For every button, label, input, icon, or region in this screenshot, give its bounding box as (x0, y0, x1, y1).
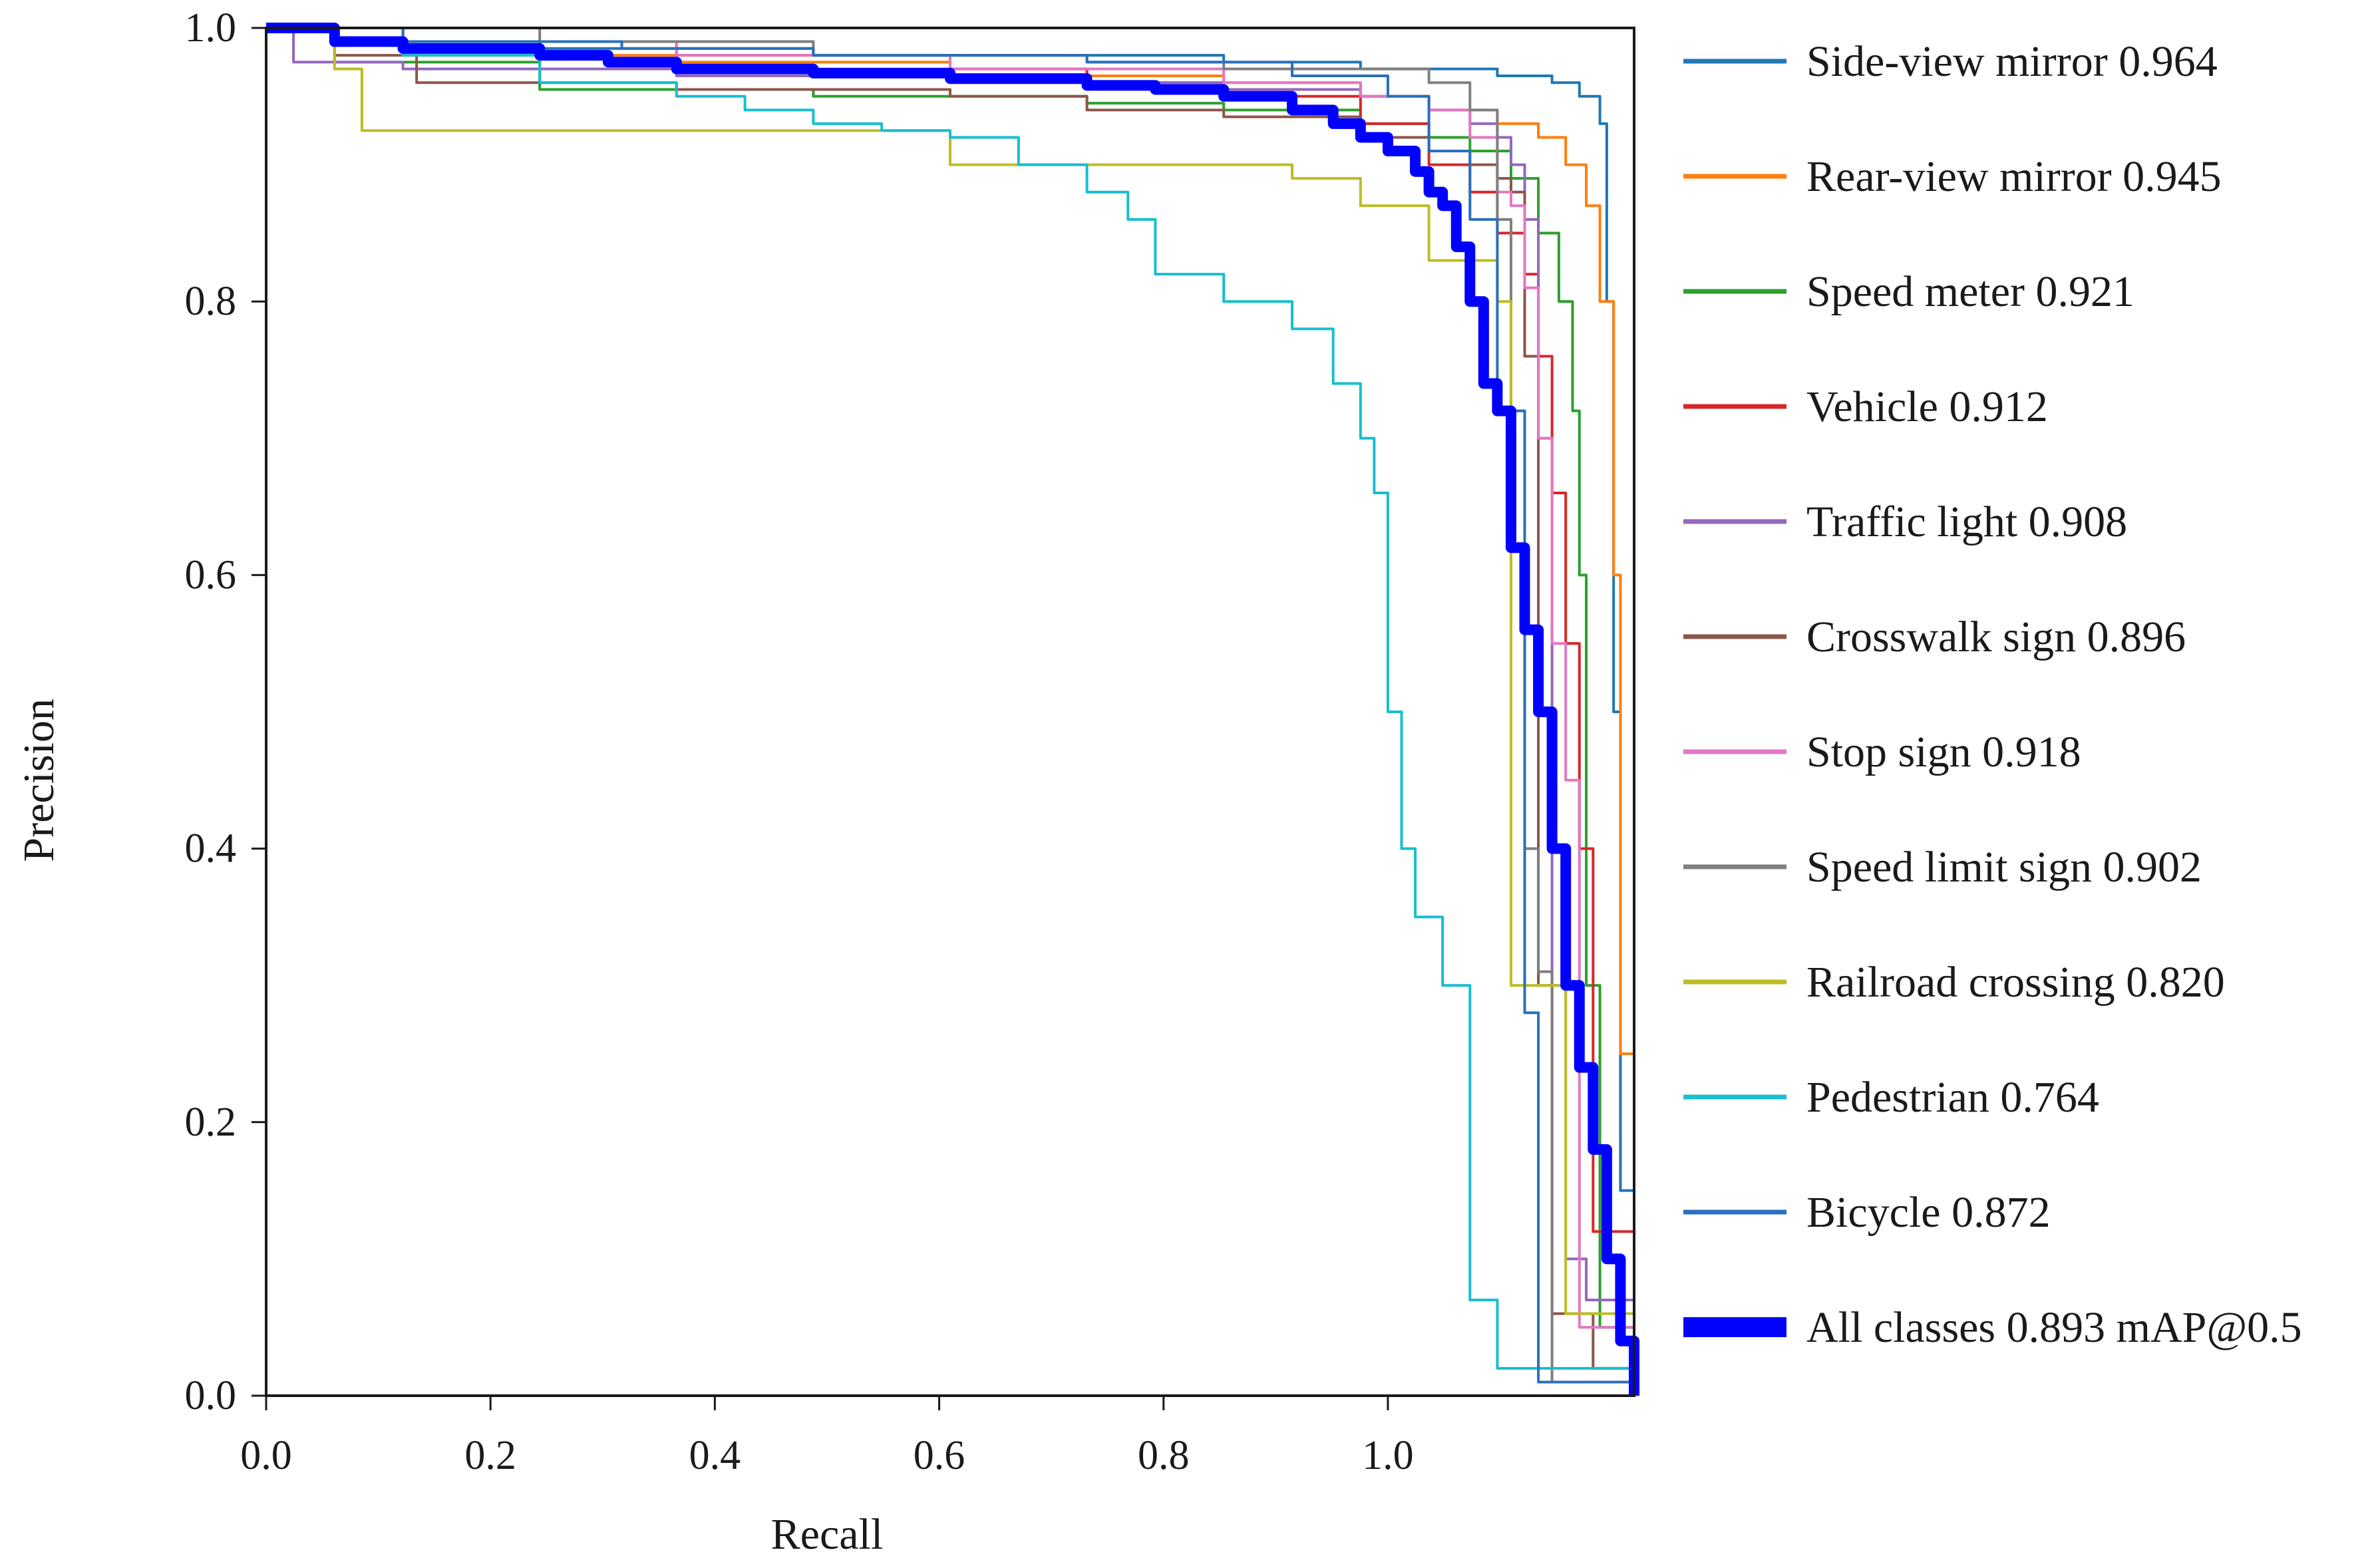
legend-label: Crosswalk sign 0.896 (1806, 613, 2186, 661)
series-line-railroad-crossing-0-820 (266, 27, 1635, 1396)
legend-label: Vehicle 0.912 (1806, 383, 2048, 431)
legend-label: Traffic light 0.908 (1806, 498, 2127, 546)
y-tick-label: 0.8 (185, 279, 237, 324)
series-line-stop-sign-0-918 (266, 27, 1635, 1396)
x-tick-label: 0.6 (914, 1433, 965, 1478)
y-axis-ticks: 0.0 0.2 0.4 0.6 0.8 1.0 (185, 5, 266, 1418)
legend-label: Stop sign 0.918 (1806, 728, 2081, 776)
legend-label: Speed meter 0.921 (1806, 267, 2134, 316)
x-tick-label: 1.0 (1362, 1433, 1414, 1478)
series-layer (266, 23, 1639, 1396)
y-tick-label: 0.0 (185, 1373, 237, 1418)
legend-label: Railroad crossing 0.820 (1806, 958, 2225, 1007)
legend-label: All classes 0.893 mAP@0.5 (1806, 1303, 2302, 1352)
y-tick-label: 1.0 (185, 5, 237, 51)
legend-label: Rear-view mirror 0.945 (1806, 152, 2222, 201)
legend-label: Side-view mirror 0.964 (1806, 37, 2218, 86)
plot-frame (265, 27, 1635, 1397)
y-tick-label: 0.2 (185, 1100, 237, 1145)
x-tick-label: 0.2 (464, 1433, 516, 1478)
x-tick-label: 0.4 (689, 1433, 741, 1478)
x-axis-title: Recall (771, 1510, 884, 1559)
series-line-all-classes-0-893-map-0-5 (266, 23, 1639, 1396)
x-axis-ticks: 0.0 0.2 0.4 0.6 0.8 1.0 (240, 1396, 1414, 1478)
series-line-pedestrian-0-764 (266, 27, 1635, 1396)
legend-label: Pedestrian 0.764 (1806, 1073, 2099, 1122)
legend: Side-view mirror 0.964 Rear-view mirror 0… (1683, 37, 2302, 1352)
legend-label: Speed limit sign 0.902 (1806, 843, 2202, 891)
y-tick-label: 0.6 (185, 552, 237, 597)
series-line-bicycle-0-872 (266, 27, 1635, 1396)
x-tick-label: 0.8 (1138, 1433, 1190, 1478)
legend-label: Bicycle 0.872 (1806, 1188, 2051, 1237)
y-tick-label: 0.4 (185, 826, 237, 871)
y-axis-title: Precision (15, 699, 63, 862)
x-tick-label: 0.0 (240, 1433, 292, 1478)
